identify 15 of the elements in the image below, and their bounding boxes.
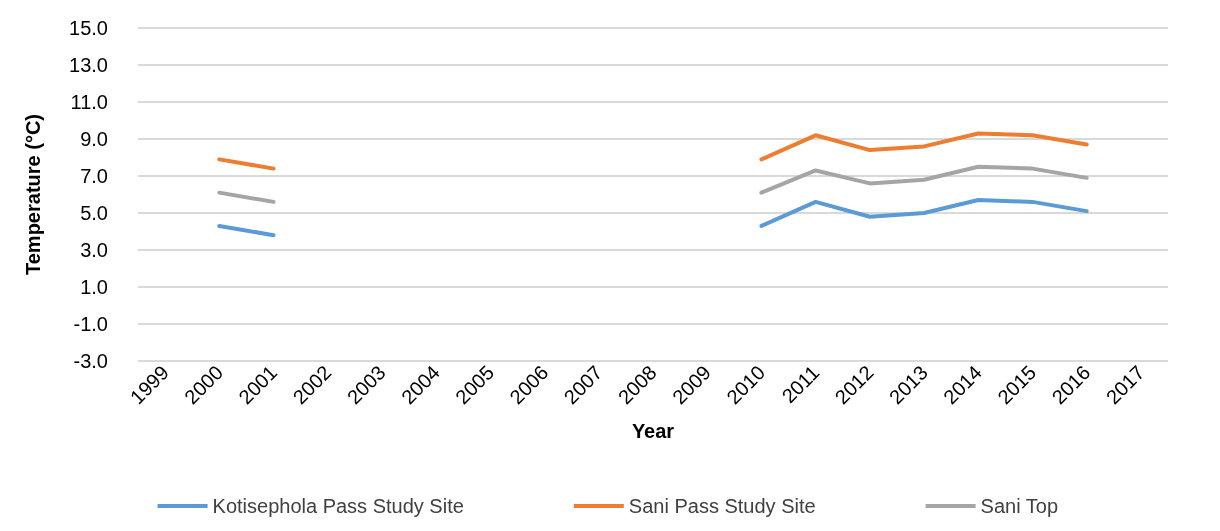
y-axis-title: Temperature (°C): [22, 114, 44, 275]
y-tick-label: 13.0: [69, 54, 108, 76]
y-tick-label: -3.0: [73, 350, 108, 372]
x-axis-title: Year: [631, 420, 675, 442]
y-tick-label: 7.0: [80, 165, 108, 187]
legend-label: Sani Pass Study Site: [628, 495, 816, 517]
legend-label: Kotisephola Pass Study Site: [212, 495, 464, 517]
y-tick-label: 15.0: [69, 17, 108, 39]
y-tick-label: 5.0: [80, 202, 108, 224]
y-tick-label: 9.0: [80, 128, 108, 150]
legend-label: Sani Top: [980, 495, 1059, 517]
y-tick-label: 1.0: [80, 276, 108, 298]
y-tick-label: 3.0: [80, 239, 108, 261]
y-tick-label: -1.0: [73, 313, 108, 335]
y-tick-label: 11.0: [70, 91, 108, 113]
